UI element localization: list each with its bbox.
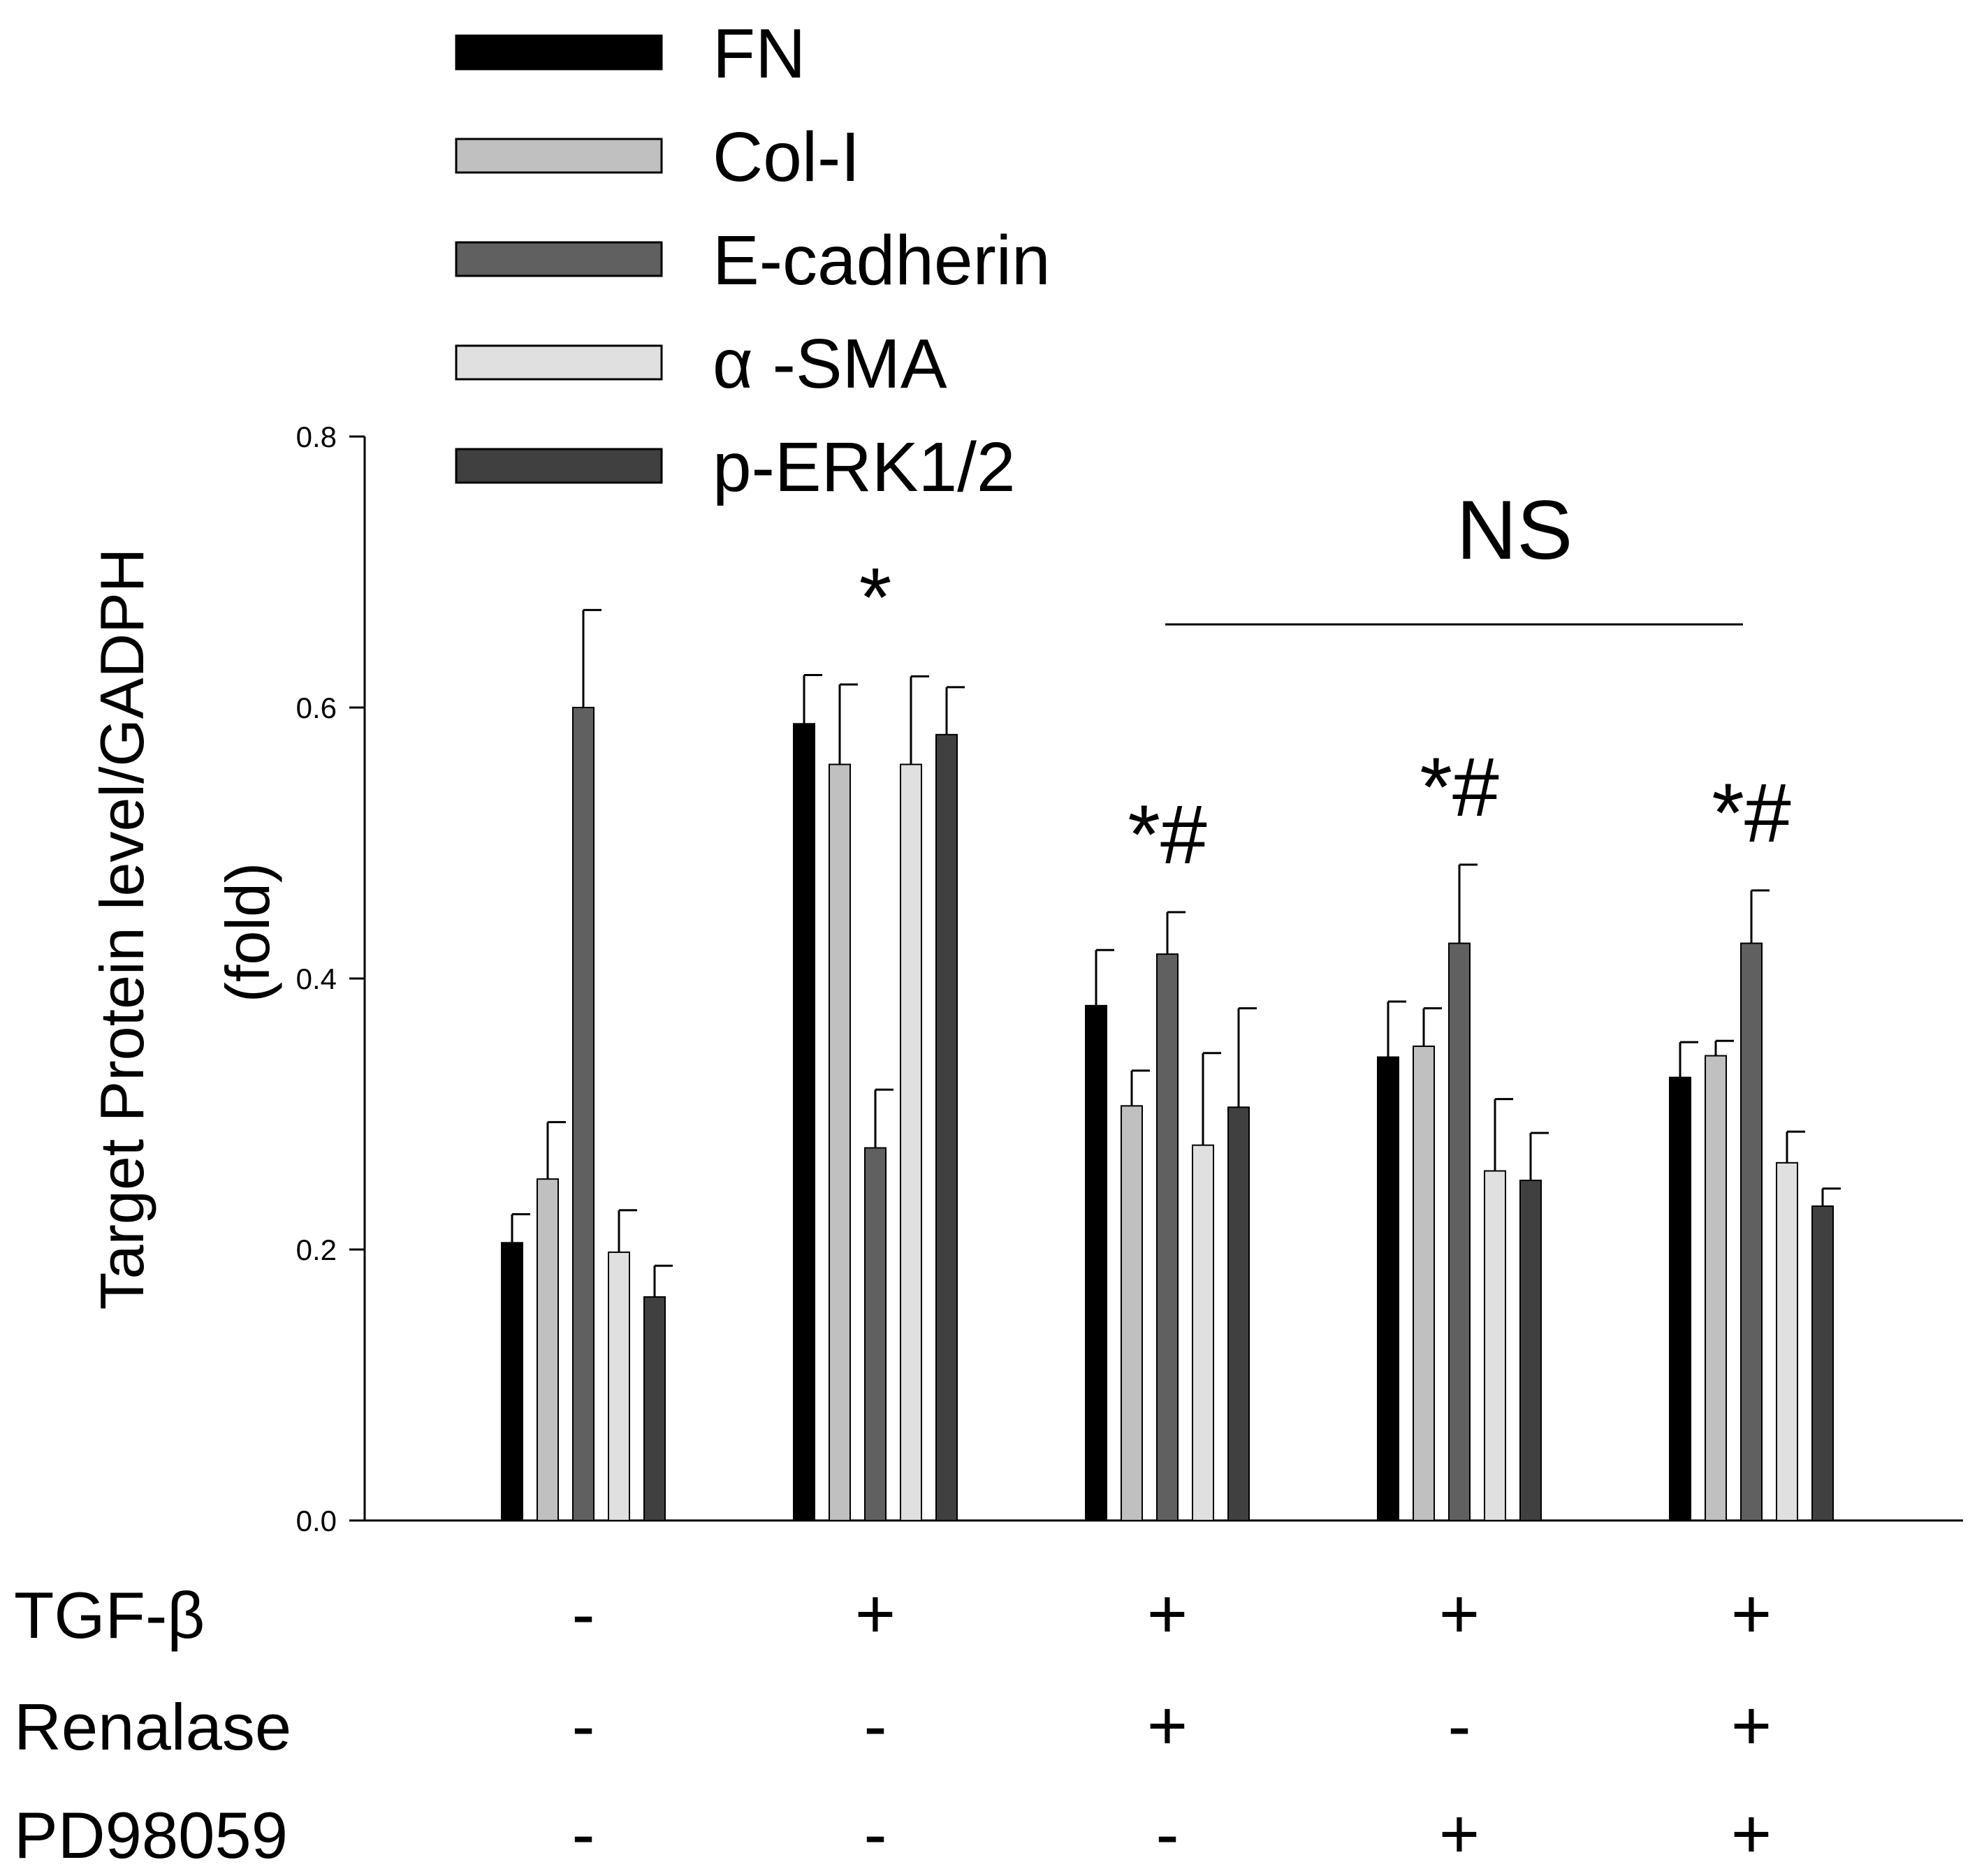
condition-value: + bbox=[1147, 1687, 1188, 1765]
bar bbox=[1377, 1056, 1399, 1521]
y-tick-label: 0.4 bbox=[296, 962, 337, 995]
legend-swatch bbox=[455, 138, 663, 174]
condition-label: Renalase bbox=[14, 1690, 291, 1764]
legend-swatch bbox=[455, 448, 663, 484]
y-axis-subtitle: (fold) bbox=[213, 863, 282, 1003]
condition-value: - bbox=[1447, 1687, 1471, 1765]
y-tick-label: 0.0 bbox=[296, 1504, 337, 1537]
y-tick-label: 0.2 bbox=[296, 1233, 337, 1266]
bar bbox=[643, 1296, 666, 1522]
y-axis-title: Target Protein level/GADPH bbox=[87, 548, 156, 1310]
legend-swatch bbox=[455, 34, 663, 71]
bar bbox=[1413, 1046, 1435, 1521]
bar bbox=[1227, 1106, 1250, 1522]
bar bbox=[608, 1251, 630, 1521]
legend-label: E-cadherin bbox=[713, 221, 1051, 300]
legend-label: FN bbox=[713, 15, 805, 93]
condition-value: - bbox=[1155, 1795, 1179, 1873]
condition-value: + bbox=[855, 1575, 896, 1653]
condition-value: + bbox=[1439, 1575, 1480, 1653]
bar bbox=[1085, 1004, 1107, 1522]
legend-label: α -SMA bbox=[713, 325, 947, 403]
condition-value: - bbox=[863, 1795, 887, 1873]
bar bbox=[1448, 942, 1471, 1522]
condition-label: PD98059 bbox=[14, 1798, 288, 1872]
y-tick-label: 0.8 bbox=[296, 420, 337, 453]
condition-value: - bbox=[571, 1795, 595, 1873]
condition-value: + bbox=[1731, 1687, 1772, 1765]
bar bbox=[829, 763, 851, 1521]
bar bbox=[864, 1147, 887, 1521]
bar bbox=[1705, 1055, 1727, 1521]
significance-label: *# bbox=[1420, 740, 1499, 834]
condition-value: - bbox=[571, 1575, 595, 1653]
bar bbox=[1776, 1161, 1798, 1521]
legend-label: p-ERK1/2 bbox=[713, 428, 1016, 506]
condition-value: - bbox=[571, 1687, 595, 1765]
bar bbox=[1484, 1170, 1506, 1521]
bar bbox=[1121, 1105, 1143, 1521]
bar bbox=[900, 763, 922, 1521]
legend-swatch bbox=[455, 241, 663, 277]
condition-value: + bbox=[1147, 1575, 1188, 1653]
condition-value: + bbox=[1731, 1575, 1772, 1653]
y-tick-label: 0.6 bbox=[296, 691, 337, 724]
bar bbox=[1740, 942, 1763, 1522]
bar bbox=[1811, 1205, 1834, 1522]
significance-label: *# bbox=[1128, 788, 1207, 881]
bar bbox=[501, 1242, 523, 1522]
condition-value: + bbox=[1731, 1795, 1772, 1873]
legend-swatch bbox=[455, 344, 663, 381]
significance-label: * bbox=[859, 550, 892, 644]
condition-value: - bbox=[863, 1687, 887, 1765]
condition-value: + bbox=[1439, 1795, 1480, 1873]
bar bbox=[1192, 1144, 1214, 1521]
significance-label: *# bbox=[1712, 766, 1791, 860]
bar bbox=[1156, 953, 1179, 1521]
condition-label: TGF-β bbox=[14, 1578, 205, 1652]
ns-label: NS bbox=[1457, 483, 1573, 577]
bar bbox=[793, 723, 815, 1521]
bar bbox=[935, 733, 958, 1521]
bar bbox=[1669, 1076, 1691, 1521]
legend-label: Col-I bbox=[713, 118, 860, 196]
bar bbox=[572, 707, 595, 1521]
bar bbox=[1519, 1180, 1542, 1522]
bar bbox=[537, 1178, 559, 1521]
